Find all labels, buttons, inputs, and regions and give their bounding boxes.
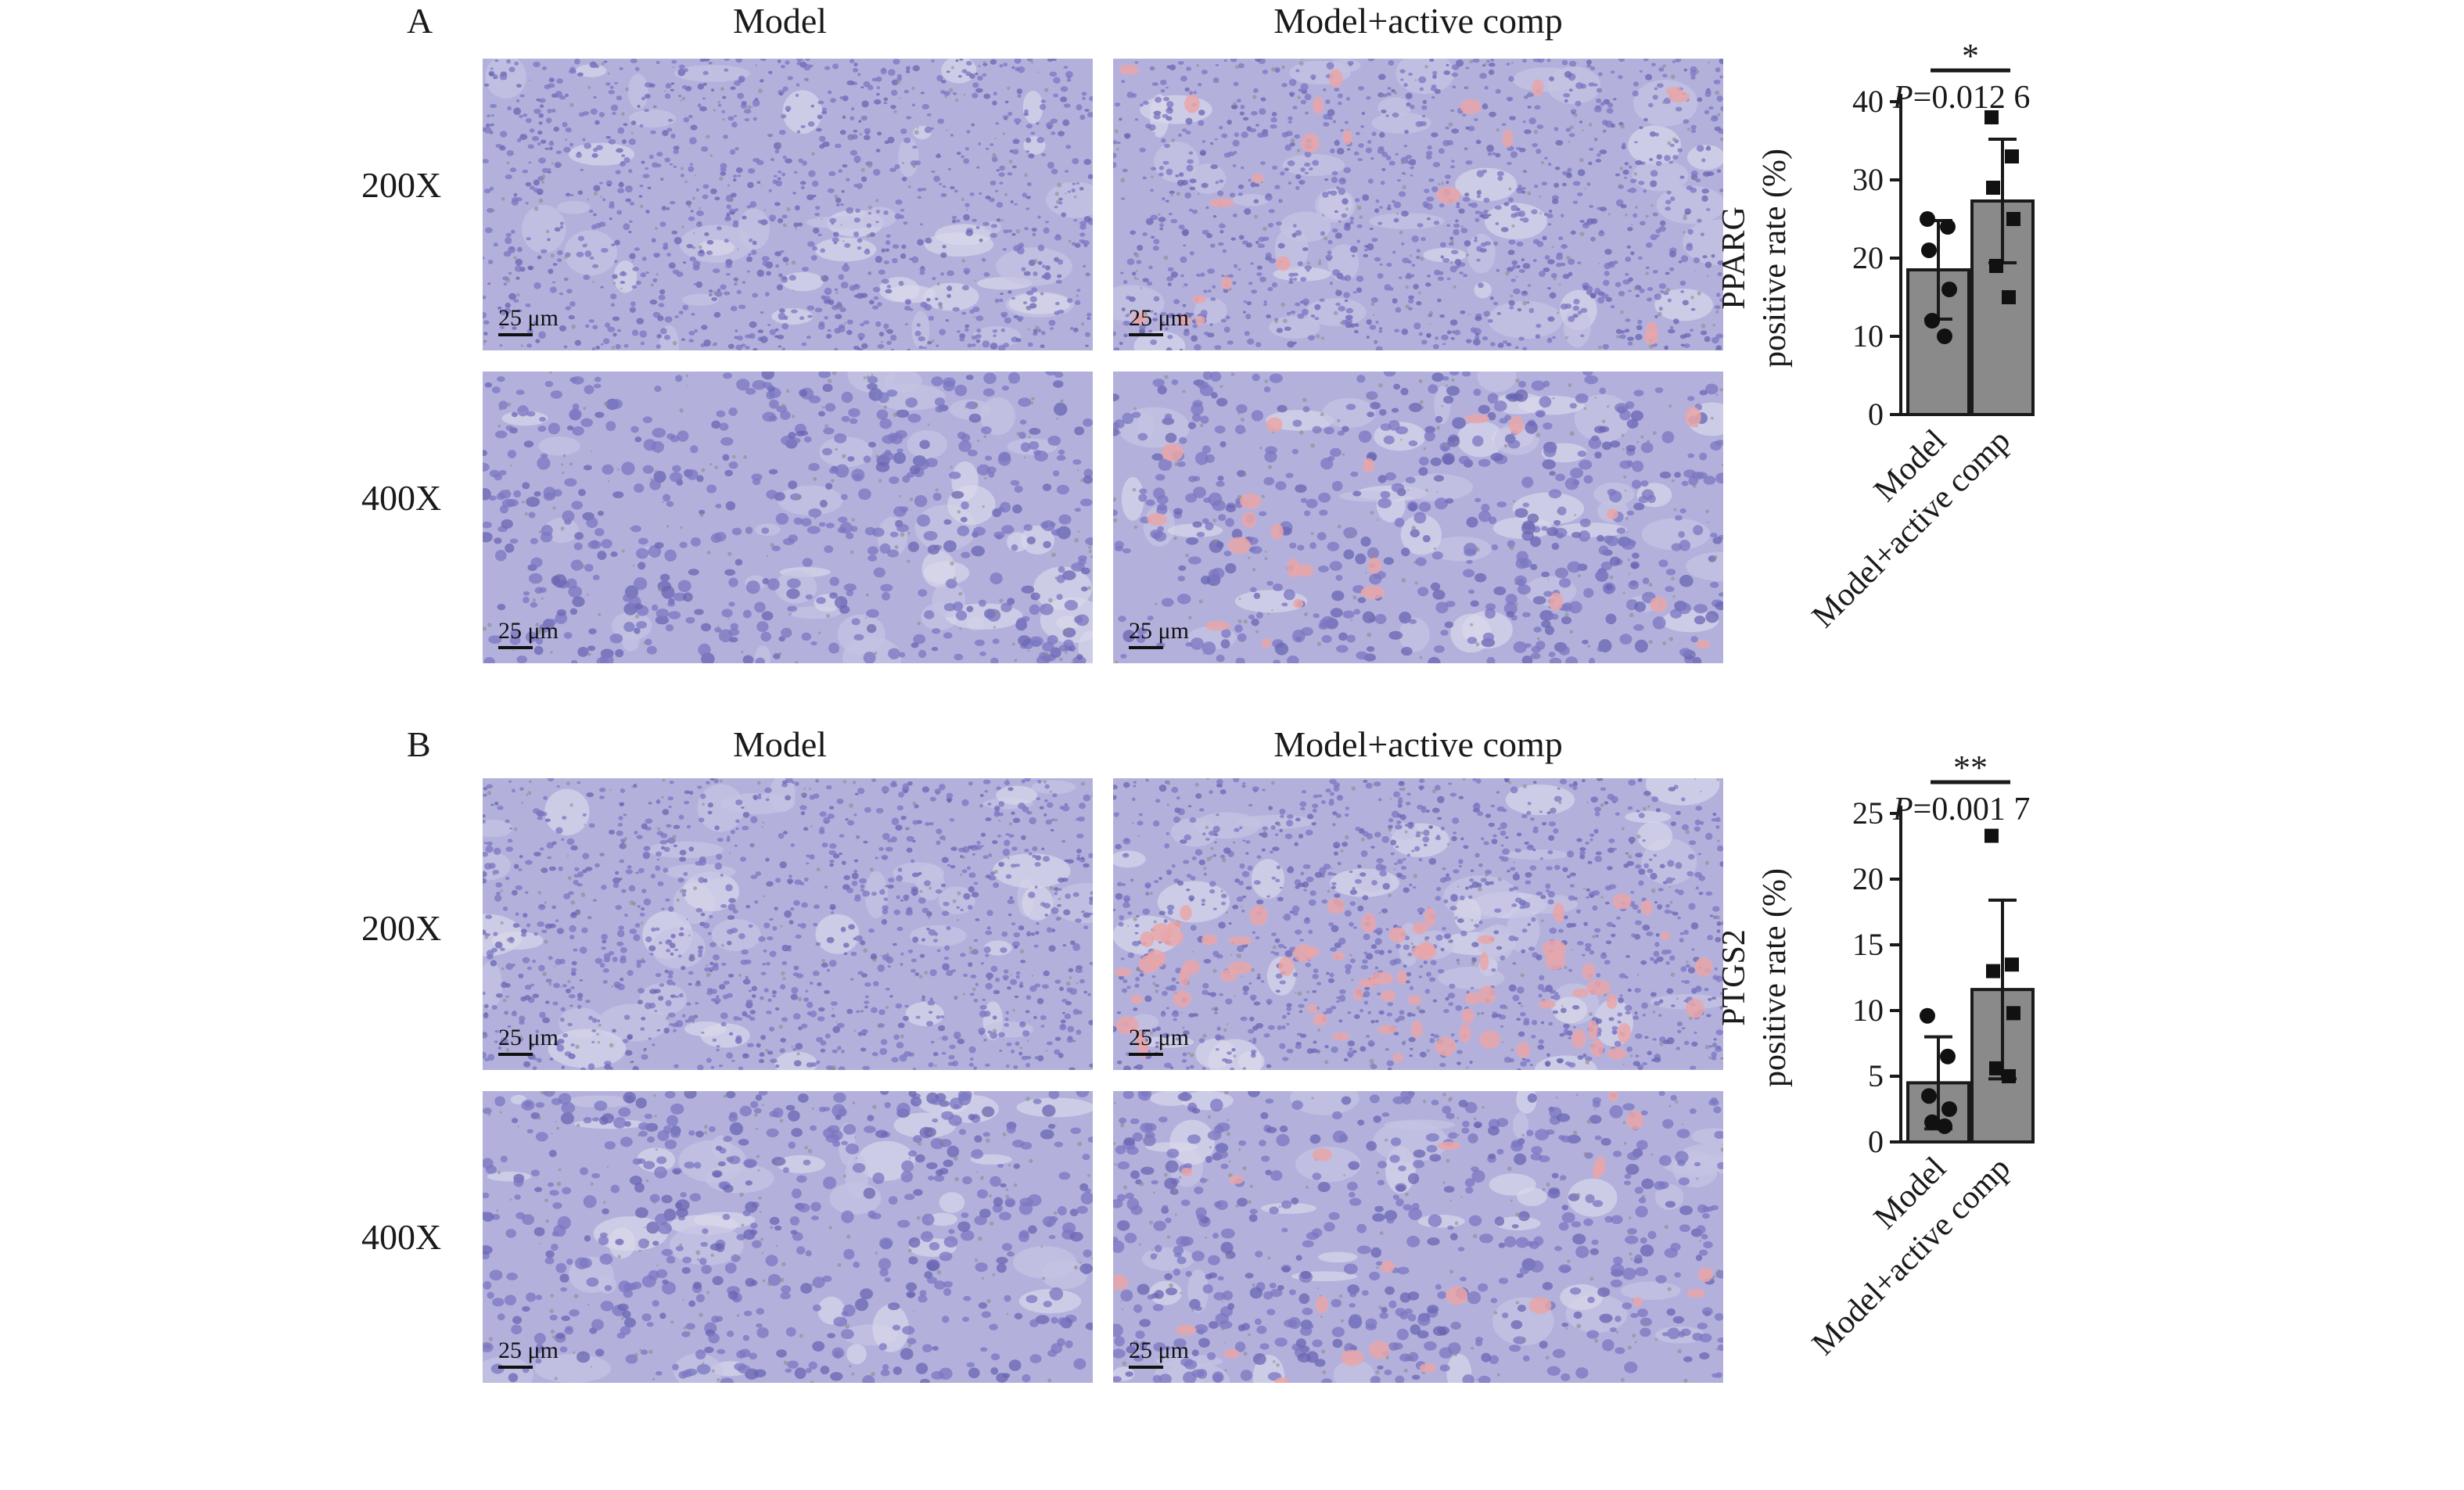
data-point xyxy=(1920,211,1935,227)
y-axis-title-rate: positive rate (%) xyxy=(1757,149,1793,368)
bar xyxy=(1970,199,2035,416)
scale-bar: 25 μm xyxy=(1129,305,1189,336)
y-tick-label: 0 xyxy=(1868,397,1884,432)
scale-bar: 25 μm xyxy=(498,1025,559,1056)
y-tick-label: 5 xyxy=(1868,1058,1884,1093)
data-point xyxy=(1941,1101,1957,1117)
micrograph-a-active-200x: 25 μm xyxy=(1113,59,1723,350)
y-axis-title-rate: positive rate (%) xyxy=(1757,868,1793,1087)
data-point xyxy=(1989,259,2003,273)
p-value-label: P=0.001 7 xyxy=(1892,792,2030,828)
data-point xyxy=(1940,219,1956,235)
data-point xyxy=(1984,110,1999,124)
data-point xyxy=(1937,1118,1952,1134)
micrograph-b-model-400x: 25 μm xyxy=(483,1091,1093,1383)
column-header-model-active-comp: Model+active comp xyxy=(1273,1,1563,41)
y-tick-label: 10 xyxy=(1852,318,1884,354)
data-point xyxy=(2006,1006,2020,1021)
bar-chart-pparg: 0 10 20 30 40 PPARG positive rate (%) Model Mode… xyxy=(1705,31,2112,688)
row-label-200x: 200X xyxy=(361,165,442,205)
data-point xyxy=(1920,1007,1935,1024)
y-axis-title-gene: PTGS2 xyxy=(1716,929,1752,1026)
data-point xyxy=(1986,964,2000,978)
significance-stars: ** xyxy=(1953,751,1988,787)
column-header-model-active-comp: Model+active comp xyxy=(1273,724,1563,764)
scale-bar: 25 μm xyxy=(498,305,559,336)
y-tick-label: 25 xyxy=(1852,795,1884,831)
data-point xyxy=(2002,290,2016,304)
micrograph-a-model-400x: 25 μm xyxy=(483,372,1093,663)
data-point xyxy=(1921,1088,1937,1104)
p-value-label: P=0.012 6 xyxy=(1892,80,2030,116)
scale-bar: 25 μm xyxy=(1129,618,1189,649)
bar-chart-ptgs2: 0 5 10 15 20 25 PTGS2 positive rate (%) Model Mod… xyxy=(1705,749,2112,1478)
scale-bar: 25 μm xyxy=(498,1337,559,1369)
column-header-model: Model xyxy=(732,724,828,764)
y-tick-label: 15 xyxy=(1852,927,1884,962)
data-point xyxy=(1984,828,1999,843)
data-point xyxy=(1989,1061,2003,1075)
data-point xyxy=(2006,212,2020,226)
scale-bar: 25 μm xyxy=(498,618,559,649)
micrograph-b-model-200x: 25 μm xyxy=(483,778,1093,1070)
column-header-model: Model xyxy=(732,1,828,41)
data-point xyxy=(1924,1114,1940,1130)
data-point xyxy=(2005,957,2019,972)
data-point xyxy=(1924,313,1940,329)
panel-letter-a: A xyxy=(407,1,433,41)
y-tick-label: 20 xyxy=(1852,861,1884,896)
y-axis-title-gene: PPARG xyxy=(1716,206,1752,310)
data-point xyxy=(1940,1048,1956,1065)
panel-letter-b: B xyxy=(407,724,431,764)
row-label-200x: 200X xyxy=(361,908,442,948)
data-point xyxy=(2002,1069,2016,1083)
scale-bar: 25 μm xyxy=(1129,1025,1189,1056)
y-tick-label: 40 xyxy=(1852,84,1884,119)
y-tick-label: 0 xyxy=(1868,1124,1884,1159)
significance-stars: * xyxy=(1962,37,1979,75)
row-label-400x: 400X xyxy=(361,478,442,518)
micrograph-b-active-200x: 25 μm xyxy=(1113,778,1723,1070)
micrograph-b-active-400x: 25 μm xyxy=(1113,1091,1723,1383)
y-tick-label: 20 xyxy=(1852,240,1884,275)
scale-bar: 25 μm xyxy=(1129,1337,1189,1369)
row-label-400x: 400X xyxy=(361,1217,442,1257)
data-point xyxy=(1937,329,1952,344)
data-point xyxy=(1921,242,1937,258)
micrograph-a-active-400x: 25 μm xyxy=(1113,372,1723,663)
micrograph-a-model-200x: 25 μm xyxy=(483,59,1093,350)
data-point xyxy=(1986,181,2000,195)
y-tick-label: 30 xyxy=(1852,162,1884,197)
y-tick-label: 10 xyxy=(1852,993,1884,1028)
data-point xyxy=(2005,149,2019,163)
data-point xyxy=(1941,282,1957,297)
